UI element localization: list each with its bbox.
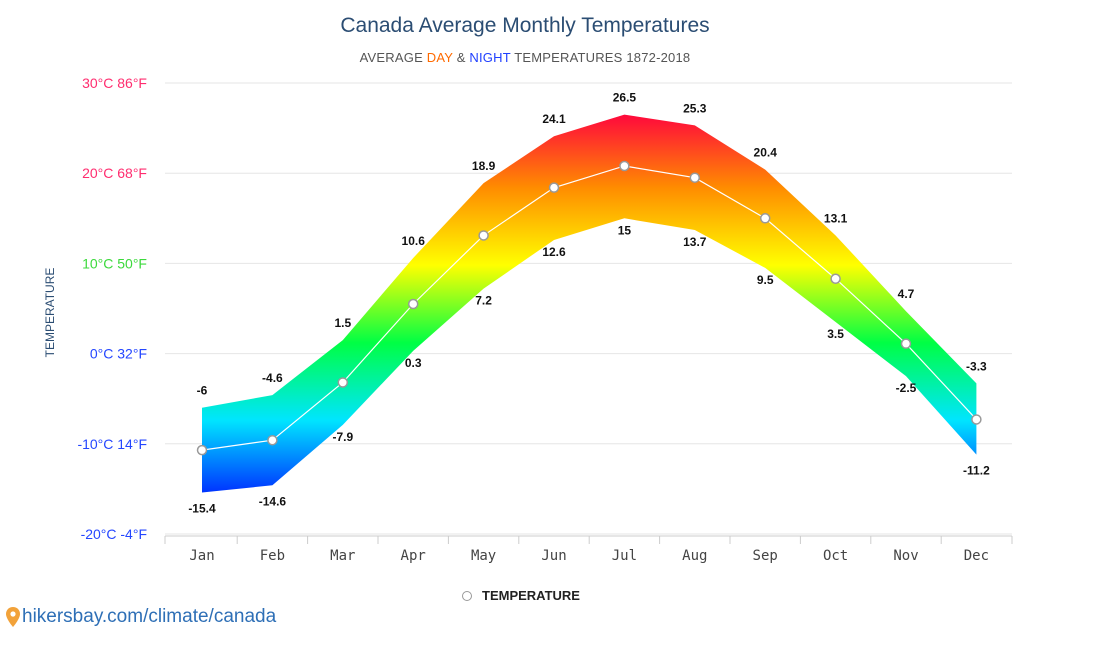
day-value-label: 24.1: [542, 112, 566, 126]
x-tick-label: Jul: [612, 548, 637, 564]
x-tick-label: Apr: [401, 548, 426, 564]
day-value-label: -3.3: [966, 359, 987, 373]
average-point: [971, 414, 982, 425]
chart-legend[interactable]: TEMPERATURE: [462, 588, 580, 603]
night-value-label: -11.2: [963, 464, 990, 478]
night-value-label: -15.4: [188, 502, 216, 516]
source-link[interactable]: hikersbay.com/climate/canada: [6, 606, 276, 628]
day-value-label: 26.5: [613, 91, 637, 105]
y-tick-label: -10°C 14°F: [77, 436, 147, 452]
x-tick-label: Aug: [682, 548, 707, 564]
x-tick-label: Feb: [260, 548, 285, 564]
night-value-label: -7.9: [332, 430, 353, 444]
y-tick-label: 30°C 86°F: [82, 75, 147, 91]
day-value-label: 25.3: [683, 101, 707, 115]
day-value-label: 20.4: [754, 146, 778, 160]
map-pin-icon: [6, 607, 20, 627]
day-value-label: 13.1: [824, 211, 848, 225]
average-point: [407, 298, 419, 310]
x-tick-label: Mar: [330, 548, 355, 564]
chart-title: Canada Average Monthly Temperatures: [340, 14, 710, 37]
x-tick-label: Sep: [753, 548, 778, 564]
x-tick-label: Oct: [823, 548, 848, 564]
x-tick-label: Dec: [964, 548, 989, 564]
average-point: [478, 230, 489, 241]
subtitle-prefix: AVERAGE: [359, 50, 423, 65]
y-axis-title: TEMPERATURE: [43, 268, 57, 358]
day-value-label: 4.7: [898, 287, 915, 301]
chart-subtitle: AVERAGE DAY & NIGHT TEMPERATURES 1872-20…: [0, 50, 1050, 65]
temperature-range-area: [202, 114, 977, 493]
x-tick-label: Jan: [189, 548, 214, 564]
average-point: [759, 213, 771, 224]
day-value-label: 18.9: [472, 159, 496, 173]
source-text: hikersbay.com/climate/canada: [22, 606, 277, 627]
y-tick-label: 10°C 50°F: [82, 255, 147, 271]
legend-label: TEMPERATURE: [482, 588, 580, 603]
night-value-label: 12.6: [542, 245, 566, 259]
average-temperature-line: [201, 165, 977, 451]
average-point: [337, 377, 349, 388]
subtitle-suffix: TEMPERATURES 1872-2018: [514, 50, 691, 65]
night-value-label: -2.5: [896, 381, 917, 395]
x-tick-label: Nov: [893, 548, 918, 564]
subtitle-and: &: [456, 50, 466, 65]
y-tick-label: 20°C 68°F: [82, 165, 147, 181]
night-value-label: 7.2: [475, 294, 492, 308]
average-point: [548, 182, 560, 193]
average-point: [900, 338, 912, 349]
night-value-label: 15: [618, 223, 632, 237]
day-value-label: 10.6: [402, 234, 426, 248]
day-value-label: 1.5: [334, 316, 351, 330]
x-tick-label: Jun: [541, 548, 566, 564]
night-value-label: 13.7: [683, 235, 707, 249]
night-value-label: 3.5: [827, 327, 844, 341]
x-tick-label: May: [471, 548, 496, 564]
subtitle-day: DAY: [426, 50, 453, 65]
legend-marker-icon: [462, 590, 472, 601]
night-value-label: -14.6: [259, 494, 287, 508]
day-value-label: -6: [197, 384, 208, 398]
night-value-label: 9.5: [757, 273, 774, 287]
average-point: [830, 273, 841, 284]
subtitle-night: NIGHT: [469, 50, 511, 65]
average-point: [619, 160, 630, 172]
day-value-label: -4.6: [262, 371, 283, 385]
night-value-label: 0.3: [405, 356, 422, 370]
average-point: [196, 444, 208, 456]
y-tick-label: -20°C -4°F: [81, 526, 147, 542]
average-point: [267, 434, 278, 446]
average-point: [689, 172, 701, 183]
y-tick-label: 0°C 32°F: [90, 346, 147, 362]
